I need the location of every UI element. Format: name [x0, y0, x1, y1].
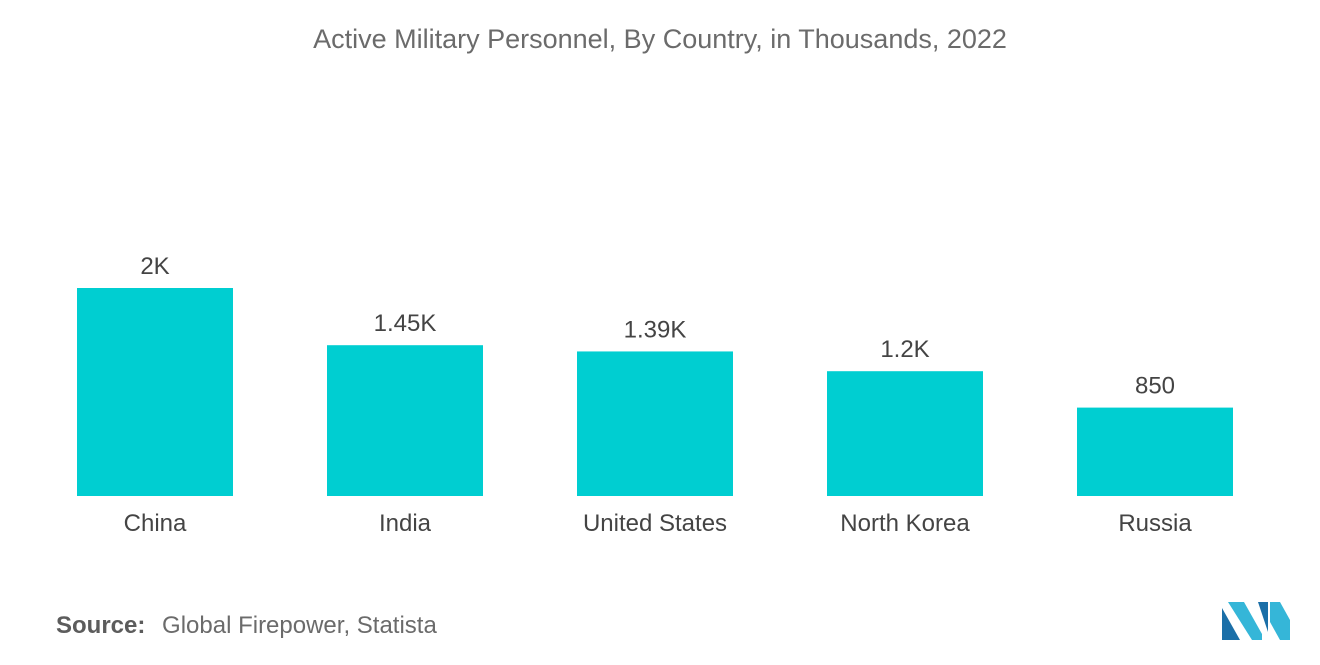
- bar-russia: [1077, 407, 1233, 496]
- bar-china: [77, 288, 233, 496]
- x-tick-label: India: [379, 510, 432, 537]
- x-tick-label: North Korea: [840, 510, 970, 537]
- bar-india: [327, 345, 483, 496]
- x-tick-label: Russia: [1118, 510, 1192, 537]
- data-label: 2K: [140, 253, 169, 280]
- source-label: Source:: [56, 612, 146, 639]
- data-label: 1.2K: [880, 336, 929, 363]
- chart-title: Active Military Personnel, By Country, i…: [313, 24, 1007, 54]
- x-tick-label: United States: [583, 510, 727, 537]
- data-label: 850: [1135, 373, 1175, 400]
- source-line: Source: Global Firepower, Statista: [56, 612, 437, 640]
- bar-united-states: [577, 351, 733, 496]
- data-label: 1.45K: [374, 310, 437, 337]
- brand-logo-icon: [1222, 602, 1290, 640]
- bar-north-korea: [827, 371, 983, 496]
- data-label: 1.39K: [624, 316, 687, 343]
- x-tick-label: China: [124, 510, 187, 537]
- source-text: Global Firepower, Statista: [162, 612, 437, 639]
